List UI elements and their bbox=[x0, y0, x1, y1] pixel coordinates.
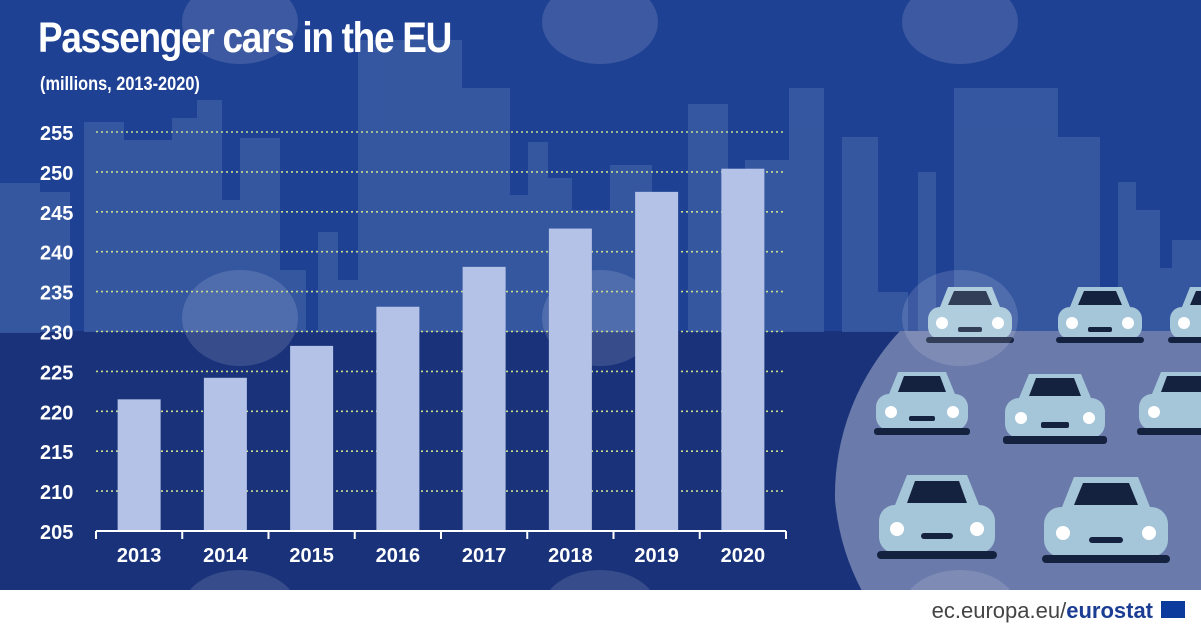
x-tick-label: 2013 bbox=[117, 545, 162, 567]
y-tick-label: 250 bbox=[40, 163, 73, 185]
bar bbox=[721, 168, 765, 531]
footer bbox=[0, 590, 1201, 631]
y-tick-label: 205 bbox=[40, 522, 73, 544]
bar bbox=[635, 191, 679, 531]
car-icon bbox=[1042, 477, 1170, 563]
y-tick-label: 235 bbox=[40, 283, 73, 305]
y-tick-label: 245 bbox=[40, 203, 73, 225]
bar bbox=[462, 266, 506, 531]
y-tick-label: 230 bbox=[40, 323, 73, 345]
bar bbox=[117, 399, 161, 531]
y-tick-label: 220 bbox=[40, 402, 73, 424]
car-icon bbox=[926, 287, 1014, 343]
x-tick-label: 2014 bbox=[203, 545, 248, 567]
source-credit: ec.europa.eu/eurostat bbox=[932, 598, 1153, 624]
x-tick-label: 2019 bbox=[634, 545, 679, 567]
source-site: ec.europa.eu/ bbox=[931, 598, 1067, 623]
car-icon bbox=[1137, 372, 1201, 435]
bar bbox=[203, 377, 247, 531]
x-tick-label: 2015 bbox=[289, 545, 334, 567]
y-tick-label: 225 bbox=[40, 362, 73, 384]
x-tick-label: 2016 bbox=[376, 545, 421, 567]
x-tick-label: 2018 bbox=[548, 545, 593, 567]
bar bbox=[376, 306, 420, 531]
x-tick-label: 2020 bbox=[721, 545, 766, 567]
eu-flag-icon bbox=[1161, 601, 1185, 618]
eurostat-logo-text: eurostat bbox=[1066, 598, 1153, 623]
y-tick-label: 215 bbox=[40, 442, 73, 464]
car-icon bbox=[1003, 374, 1107, 444]
car-icon bbox=[1056, 287, 1144, 343]
car-icon bbox=[874, 372, 970, 435]
bar bbox=[290, 345, 334, 531]
y-tick-label: 240 bbox=[40, 243, 73, 265]
chart-title: Passenger cars in the EU bbox=[38, 14, 452, 62]
car-icon bbox=[877, 475, 997, 559]
y-tick-label: 210 bbox=[40, 482, 73, 504]
chart-subtitle: (millions, 2013-2020) bbox=[40, 74, 200, 95]
cars bbox=[874, 287, 1201, 563]
x-tick-label: 2017 bbox=[462, 545, 507, 567]
car-icon bbox=[1168, 287, 1201, 343]
y-tick-label: 255 bbox=[40, 123, 73, 145]
bar bbox=[548, 228, 592, 532]
